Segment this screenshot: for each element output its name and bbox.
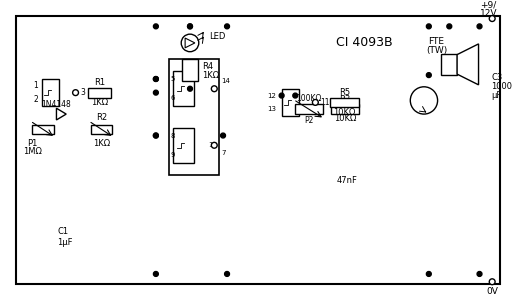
Circle shape — [188, 24, 192, 29]
Circle shape — [211, 142, 217, 148]
Text: 13: 13 — [267, 106, 276, 112]
Polygon shape — [57, 108, 66, 120]
Bar — [168, 59, 219, 175]
Circle shape — [313, 99, 318, 105]
Text: 100KΩ: 100KΩ — [296, 94, 321, 103]
Circle shape — [279, 93, 284, 98]
Polygon shape — [457, 44, 478, 85]
Circle shape — [293, 93, 298, 98]
Circle shape — [477, 271, 482, 276]
Circle shape — [447, 24, 452, 29]
Text: +9/: +9/ — [480, 0, 497, 9]
Text: 12: 12 — [267, 93, 276, 99]
Bar — [90, 125, 112, 133]
Circle shape — [73, 90, 79, 96]
Text: (TW): (TW) — [426, 46, 447, 55]
Circle shape — [153, 90, 158, 95]
Text: 10KΩ: 10KΩ — [333, 108, 356, 117]
Text: 1000: 1000 — [491, 82, 512, 91]
Text: μF: μF — [491, 91, 501, 100]
Text: R4: R4 — [202, 62, 213, 71]
Text: 0V: 0V — [486, 287, 498, 296]
Circle shape — [153, 77, 158, 81]
Text: 1N4148: 1N4148 — [41, 100, 71, 109]
Text: 6: 6 — [171, 96, 175, 102]
Bar — [441, 54, 457, 75]
Bar — [330, 97, 359, 107]
Text: 3: 3 — [81, 88, 85, 97]
Text: 1KΩ: 1KΩ — [91, 98, 108, 107]
Circle shape — [153, 133, 158, 138]
Text: 9: 9 — [171, 152, 175, 158]
Polygon shape — [185, 38, 195, 48]
Text: R2: R2 — [96, 113, 107, 123]
Text: 1: 1 — [34, 81, 38, 90]
Text: C3: C3 — [491, 73, 502, 81]
Text: 7: 7 — [221, 150, 226, 156]
Text: 1KΩ: 1KΩ — [202, 70, 219, 80]
Circle shape — [188, 24, 192, 29]
Circle shape — [220, 133, 226, 138]
Circle shape — [181, 34, 199, 52]
Text: 11: 11 — [320, 98, 330, 107]
Bar — [282, 89, 299, 116]
Text: 1μF: 1μF — [57, 238, 73, 247]
Text: 12V: 12V — [479, 9, 497, 18]
Circle shape — [153, 271, 158, 276]
Text: 10KΩ: 10KΩ — [334, 115, 356, 123]
Circle shape — [489, 279, 495, 285]
Circle shape — [188, 86, 192, 91]
Bar — [174, 71, 194, 106]
Bar — [32, 125, 54, 133]
Text: 1MΩ: 1MΩ — [23, 147, 42, 156]
Circle shape — [426, 73, 431, 78]
Text: R1: R1 — [94, 78, 105, 87]
Text: 2: 2 — [34, 95, 38, 104]
Text: P1: P1 — [27, 139, 37, 148]
Text: 4: 4 — [213, 86, 217, 92]
Text: FTE: FTE — [428, 38, 445, 46]
Bar — [42, 79, 59, 106]
Circle shape — [489, 16, 495, 22]
Text: 1KΩ: 1KΩ — [93, 139, 110, 148]
Text: P2: P2 — [304, 116, 314, 126]
Bar — [331, 104, 359, 114]
Bar — [295, 104, 322, 114]
Circle shape — [477, 24, 482, 29]
Text: R3: R3 — [340, 95, 350, 104]
Circle shape — [426, 271, 431, 276]
Text: 8: 8 — [171, 133, 175, 139]
Circle shape — [225, 24, 229, 29]
Bar — [174, 128, 194, 163]
Text: LED: LED — [210, 32, 226, 41]
Text: 10: 10 — [209, 142, 217, 148]
Circle shape — [153, 77, 158, 81]
Bar — [182, 59, 198, 81]
Text: 5: 5 — [171, 76, 175, 82]
Circle shape — [153, 133, 158, 138]
Text: 14: 14 — [221, 78, 230, 84]
Text: 47nF: 47nF — [336, 176, 357, 185]
Circle shape — [410, 87, 438, 114]
Circle shape — [225, 271, 229, 276]
Text: C1: C1 — [57, 226, 69, 236]
Text: R5: R5 — [339, 88, 350, 97]
Bar — [88, 88, 111, 97]
Circle shape — [426, 24, 431, 29]
Circle shape — [153, 24, 158, 29]
Circle shape — [211, 86, 217, 92]
Text: CI 4093B: CI 4093B — [336, 36, 393, 49]
